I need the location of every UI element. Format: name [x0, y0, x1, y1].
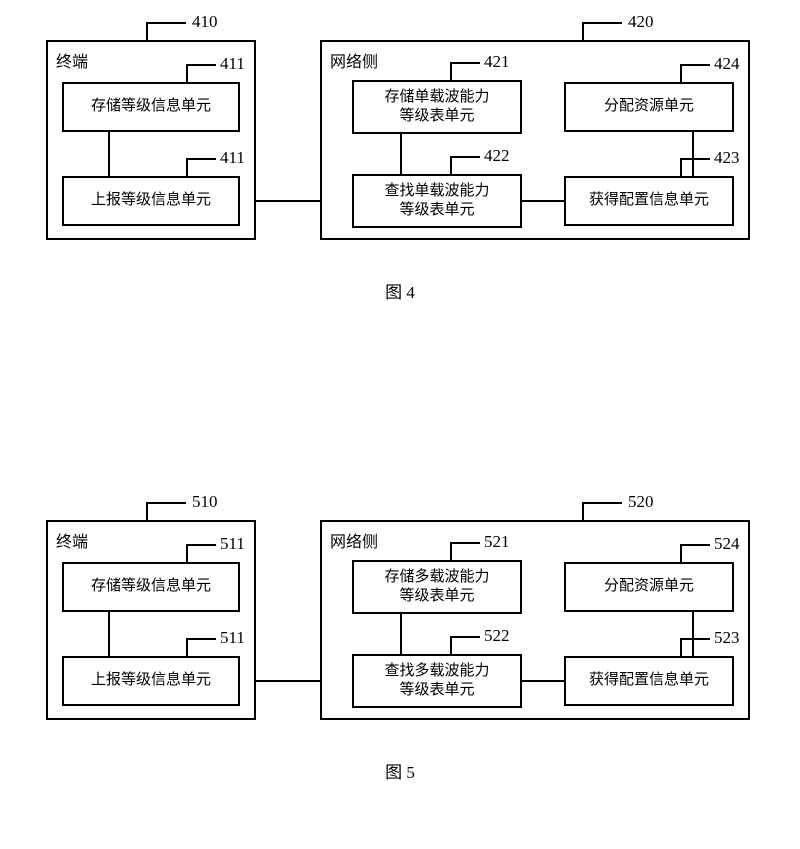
- fig5-ref-521: 521: [484, 532, 510, 552]
- fig5-box-523: 获得配置信息单元: [564, 656, 734, 706]
- fig4-conn-422-423: [522, 200, 564, 202]
- fig5-conn-521-522: [400, 614, 402, 654]
- fig4-box-423-text: 获得配置信息单元: [589, 191, 709, 211]
- fig5-box-523-text: 获得配置信息单元: [589, 671, 709, 691]
- fig5-box-522: 查找多载波能力 等级表单元: [352, 654, 522, 708]
- fig4-box-report-level-text: 上报等级信息单元: [91, 191, 211, 211]
- fig5-ref-510: 510: [192, 492, 218, 512]
- fig5-box-report-level: 上报等级信息单元: [62, 656, 240, 706]
- fig5-conn-522-523: [522, 680, 564, 682]
- fig4-ref-410: 410: [192, 12, 218, 32]
- fig5-conn-511: [108, 612, 110, 656]
- fig5-ref-520: 520: [628, 492, 654, 512]
- canvas: 终端 410 存储等级信息单元 411 上报等级信息单元 411 网络侧 420…: [0, 0, 800, 849]
- fig4-box-store-level: 存储等级信息单元: [62, 82, 240, 132]
- fig4-box-store-level-text: 存储等级信息单元: [91, 97, 211, 117]
- fig5-conn-term-net: [256, 680, 320, 682]
- fig4-box-421: 存储单载波能力 等级表单元: [352, 80, 522, 134]
- fig4-conn-term-net: [256, 200, 320, 202]
- fig4-box-422: 查找单载波能力 等级表单元: [352, 174, 522, 228]
- fig5-network-title: 网络侧: [330, 528, 378, 552]
- fig4-conn-424-423: [692, 132, 694, 176]
- fig4-ref-421: 421: [484, 52, 510, 72]
- fig5-ref-523: 523: [714, 628, 740, 648]
- fig4-box-423: 获得配置信息单元: [564, 176, 734, 226]
- fig5-box-report-level-text: 上报等级信息单元: [91, 671, 211, 691]
- fig4-ref-422: 422: [484, 146, 510, 166]
- fig4-conn-411: [108, 132, 110, 176]
- fig5-box-521-text: 存储多载波能力 等级表单元: [384, 568, 489, 607]
- fig4-caption: 图 4: [0, 278, 800, 303]
- fig5-box-522-text: 查找多载波能力 等级表单元: [384, 662, 489, 701]
- fig5-box-524-text: 分配资源单元: [604, 577, 694, 597]
- fig4-ref-424: 424: [714, 54, 740, 74]
- fig4-box-424-text: 分配资源单元: [604, 97, 694, 117]
- fig4-conn-421-422: [400, 134, 402, 174]
- fig4-ref-411a: 411: [220, 54, 245, 74]
- fig4-network-title: 网络侧: [330, 48, 378, 72]
- fig5-terminal-title: 终端: [56, 528, 88, 552]
- fig4-terminal-title: 终端: [56, 48, 88, 72]
- fig5-ref-511b: 511: [220, 628, 245, 648]
- fig4-ref-423: 423: [714, 148, 740, 168]
- fig5-caption: 图 5: [0, 758, 800, 783]
- fig5-box-524: 分配资源单元: [564, 562, 734, 612]
- fig5-box-521: 存储多载波能力 等级表单元: [352, 560, 522, 614]
- fig5-ref-511a: 511: [220, 534, 245, 554]
- fig5-conn-524-523: [692, 612, 694, 656]
- fig4-box-report-level: 上报等级信息单元: [62, 176, 240, 226]
- fig4-ref-420: 420: [628, 12, 654, 32]
- fig4-box-424: 分配资源单元: [564, 82, 734, 132]
- fig5-box-store-level: 存储等级信息单元: [62, 562, 240, 612]
- fig4-ref-411b: 411: [220, 148, 245, 168]
- fig5-ref-524: 524: [714, 534, 740, 554]
- fig4-box-422-text: 查找单载波能力 等级表单元: [384, 182, 489, 221]
- fig5-box-store-level-text: 存储等级信息单元: [91, 577, 211, 597]
- fig5-ref-522: 522: [484, 626, 510, 646]
- fig4-box-421-text: 存储单载波能力 等级表单元: [384, 88, 489, 127]
